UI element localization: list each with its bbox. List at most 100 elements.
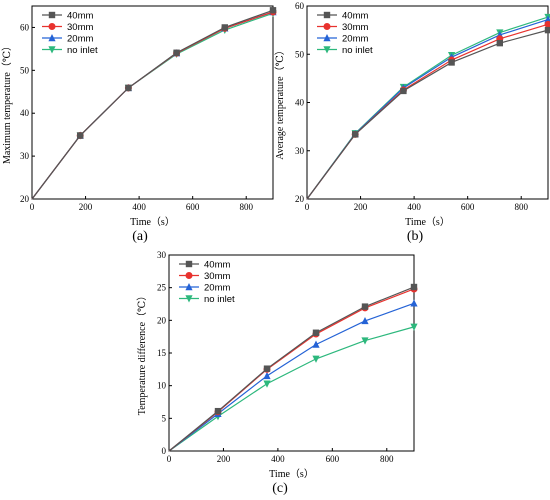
chart-c-legend-label-no-inlet: no inlet bbox=[204, 294, 235, 305]
chart-a-series-line-40mm bbox=[31, 9, 274, 200]
chart-a-y-axis-label: Maximum temperature（℃） bbox=[1, 41, 13, 164]
chart-c-y-tick-label: 10 bbox=[157, 381, 167, 391]
chart-c-data-point-20mm bbox=[361, 316, 369, 325]
chart-a-data-point-40mm bbox=[221, 24, 228, 31]
chart-c-legend-marker-40mm bbox=[185, 260, 193, 268]
chart-a-y-tick-label: 50 bbox=[20, 65, 30, 75]
chart-b-data-point-40mm bbox=[448, 59, 455, 66]
chart-b-x-tick-label: 600 bbox=[461, 202, 475, 212]
chart-c-data-point-no-inlet bbox=[361, 337, 369, 345]
chart-b-legend-label-no-inlet: no inlet bbox=[342, 45, 373, 56]
chart-c-y-tick-label: 30 bbox=[157, 250, 167, 260]
chart-b-legend-label-40mm: 40mm bbox=[342, 11, 368, 22]
chart-c-data-point-20mm bbox=[410, 299, 418, 307]
chart-a-y-tick-label: 40 bbox=[20, 108, 30, 118]
chart-c-x-tick-label: 600 bbox=[326, 454, 340, 464]
chart-a-legend-label-30mm: 30mm bbox=[67, 22, 93, 33]
chart-c-data-point-40mm bbox=[214, 407, 222, 415]
chart-b-y-tick-label: 50 bbox=[295, 49, 305, 59]
chart-a-x-tick-label: 200 bbox=[79, 202, 93, 212]
chart-a-data-point-40mm bbox=[269, 7, 277, 14]
chart-a-legend-marker-20mm bbox=[48, 34, 56, 42]
chart-c-legend-label-20mm: 20mm bbox=[204, 283, 230, 294]
chart-a-y-tick-label: 20 bbox=[20, 194, 30, 204]
chart-b-legend-marker-20mm bbox=[323, 34, 331, 42]
chart-c-data-point-40mm bbox=[361, 303, 369, 310]
chart-b-legend-label-20mm: 20mm bbox=[342, 34, 368, 45]
chart-c-legend-marker-20mm bbox=[185, 283, 193, 291]
chart-b-x-tick-label: 0 bbox=[305, 202, 310, 212]
chart-a-legend-label-no-inlet: no inlet bbox=[67, 45, 98, 56]
chart-c: 0 200 400 600 800 0 5 10 15 20 25 30 Time（s） Temperat… bbox=[136, 250, 418, 496]
chart-b-x-tick-label: 400 bbox=[407, 202, 421, 212]
chart-c-legend-label-30mm: 30mm bbox=[204, 271, 230, 282]
chart-a-y-tick-label: 60 bbox=[20, 22, 30, 32]
chart-a-legend-marker-no-inlet bbox=[48, 46, 56, 54]
chart-c-data-point-40mm bbox=[263, 365, 271, 372]
chart-c-data-point-40mm bbox=[410, 283, 418, 291]
chart-a-x-tick-label: 600 bbox=[186, 202, 200, 212]
chart-b-legend-marker-30mm bbox=[323, 23, 331, 30]
chart-c-legend-label-40mm: 40mm bbox=[204, 260, 230, 271]
chart-c-y-tick-label: 20 bbox=[157, 315, 167, 325]
chart-b-series-40mm bbox=[306, 26, 550, 200]
chart-c-data-point-no-inlet bbox=[312, 355, 320, 363]
chart-a-legend-marker-40mm bbox=[48, 11, 56, 19]
chart-b-x-axis-label: Time（s） bbox=[405, 216, 450, 228]
chart-c-series-line-30mm bbox=[168, 288, 415, 452]
chart-a-legend-label-40mm: 40mm bbox=[67, 11, 93, 22]
chart-a-x-tick-label: 0 bbox=[30, 202, 35, 212]
chart-c-data-point-20mm bbox=[263, 371, 271, 380]
chart-b: 0 200 400 600 800 20 30 40 50 60 Time（s） Average te… bbox=[274, 1, 550, 244]
chart-b-y-tick-label: 40 bbox=[295, 98, 305, 108]
chart-c-x-tick-label: 0 bbox=[167, 454, 172, 464]
chart-c-panel-label: (c) bbox=[272, 481, 288, 496]
chart-b-panel-label: (b) bbox=[407, 229, 424, 244]
chart-b-legend-label-30mm: 30mm bbox=[342, 22, 368, 33]
chart-c-x-tick-label: 800 bbox=[380, 454, 394, 464]
chart-b-x-tick-label: 200 bbox=[354, 202, 368, 212]
chart-b-legend-marker-no-inlet bbox=[323, 46, 331, 54]
chart-b-data-point-40mm bbox=[496, 39, 503, 47]
chart-c-series-no-inlet bbox=[168, 323, 418, 452]
chart-c-series-30mm bbox=[168, 285, 418, 452]
chart-b-y-tick-label: 20 bbox=[295, 194, 305, 204]
chart-c-x-tick-label: 400 bbox=[271, 454, 285, 464]
chart-a-x-axis-label: Time（s） bbox=[130, 216, 175, 228]
chart-c-y-tick-label: 25 bbox=[157, 283, 167, 293]
chart-a-data-point-40mm bbox=[173, 49, 180, 56]
chart-b-data-point-40mm bbox=[400, 87, 407, 95]
chart-c-series-line-40mm bbox=[168, 286, 415, 452]
chart-a-legend-label-20mm: 20mm bbox=[67, 34, 93, 45]
chart-b-y-axis-label: Average temperature（℃） bbox=[274, 45, 286, 160]
chart-c-y-axis-label: Temperature difference（℃） bbox=[136, 291, 148, 415]
chart-c-legend-marker-30mm bbox=[185, 272, 193, 279]
chart-b-data-point-30mm bbox=[544, 20, 550, 28]
chart-c-data-point-no-inlet bbox=[410, 323, 418, 331]
chart-b-legend-marker-40mm bbox=[323, 11, 331, 19]
chart-b-data-point-40mm bbox=[544, 26, 550, 34]
chart-c-series-40mm bbox=[168, 283, 418, 452]
chart-b-y-tick-label: 30 bbox=[295, 146, 305, 156]
chart-a-data-point-40mm bbox=[125, 84, 132, 92]
chart-c-y-tick-label: 5 bbox=[162, 413, 167, 423]
chart-c-series-20mm bbox=[168, 299, 418, 452]
chart-b-x-tick-label: 800 bbox=[514, 202, 528, 212]
chart-c-data-point-no-inlet bbox=[263, 380, 271, 388]
chart-c-x-tick-label: 200 bbox=[217, 454, 231, 464]
chart-a-data-point-40mm bbox=[77, 132, 84, 139]
chart-b-series-line-40mm bbox=[306, 29, 549, 200]
chart-c-data-point-40mm bbox=[312, 329, 320, 336]
chart-a: 0 200 400 600 800 20 30 40 50 60 Time（s） Maximum te… bbox=[1, 5, 277, 244]
chart-c-series-line-20mm bbox=[168, 302, 415, 452]
chart-b-y-tick-label: 60 bbox=[295, 1, 305, 11]
chart-c-y-tick-label: 15 bbox=[157, 348, 167, 358]
chart-a-x-tick-label: 800 bbox=[239, 202, 253, 212]
chart-c-legend-marker-no-inlet bbox=[185, 295, 193, 303]
chart-a-legend-marker-30mm bbox=[48, 23, 56, 30]
chart-a-panel-label: (a) bbox=[132, 229, 148, 244]
chart-a-y-tick-label: 30 bbox=[20, 151, 30, 161]
